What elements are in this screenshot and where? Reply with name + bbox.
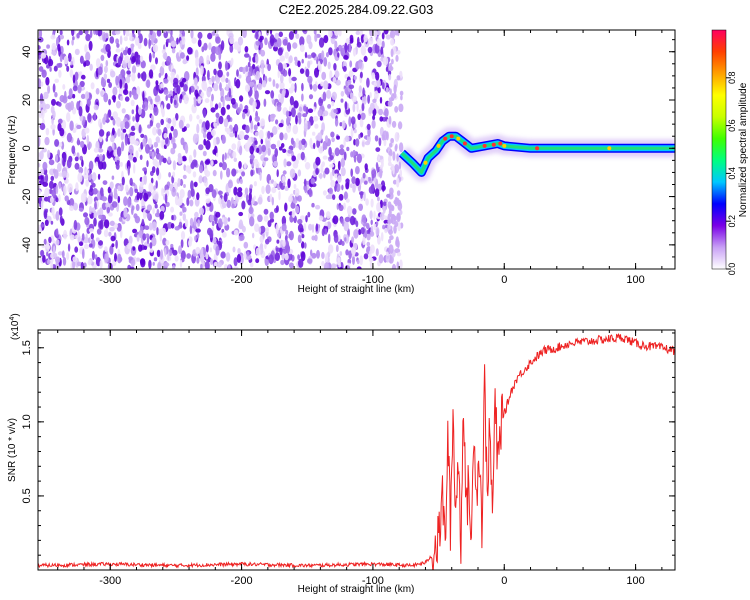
top-y-tick-label: 0 [21,145,33,151]
signal-track [395,127,675,182]
bottom-y-axis-label: SNR (10 * v/v) [7,418,18,482]
snr-panel: -300 -200 -100 0 100 0.5 1.0 1.5 Height of str… [7,313,676,595]
bottom-y-tick-label: 1.5 [21,340,33,355]
bottom-x-tick-label: -200 [231,575,253,587]
top-y-tick-label: -40 [21,237,33,253]
colorbar-tick-label: 0.8 [727,72,737,85]
colorbar-label: Normalized spectral amplitude [738,82,749,217]
bottom-x-tick-label: 0 [501,575,507,587]
top-x-tick-label: 100 [626,274,644,286]
top-y-axis-label: Frequency (Hz) [7,116,18,185]
top-x-tick-label: -300 [99,274,121,286]
colorbar-tick-label: 0.6 [727,119,737,132]
noise-speckle-region [38,30,404,269]
bottom-y-tick-label: 1.0 [21,414,33,429]
chart-title: C2E2.2025.284.09.22.G03 [279,2,434,17]
bottom-y-tick-label: 0.5 [21,488,33,503]
top-x-tick-label: 0 [501,274,507,286]
top-y-tick-label: -20 [21,189,33,205]
top-y-tick-label: 40 [21,46,33,58]
snr-frame [37,329,676,571]
bottom-x-tick-label: 100 [626,575,644,587]
svg-text:(x104): (x104) [9,313,21,340]
colorbar: 0.0 0.2 0.4 0.6 0.8 Normalized spectral ampl… [711,29,749,276]
spectrogram-frame [37,29,676,270]
scale-factor-label: (x104) [9,313,21,340]
colorbar-tick-label: 0.4 [727,167,737,180]
scale-factor-base: (x10 [10,320,21,340]
scale-factor-exponent: 4 [9,317,16,321]
snr-series-line [38,333,675,570]
top-x-tick-label: -100 [362,274,384,286]
colorbar-gradient [711,29,727,270]
bottom-x-tick-label: -300 [99,575,121,587]
bottom-x-tick-label: -100 [362,575,384,587]
bottom-x-axis-label: Height of straight line (km) [298,584,415,595]
top-x-tick-label: -200 [231,274,253,286]
colorbar-tick-label: 0.0 [727,263,737,276]
colorbar-tick-label: 0.2 [727,215,737,228]
top-y-tick-label: 20 [21,94,33,106]
top-x-axis-label: Height of straight line (km) [298,284,415,295]
